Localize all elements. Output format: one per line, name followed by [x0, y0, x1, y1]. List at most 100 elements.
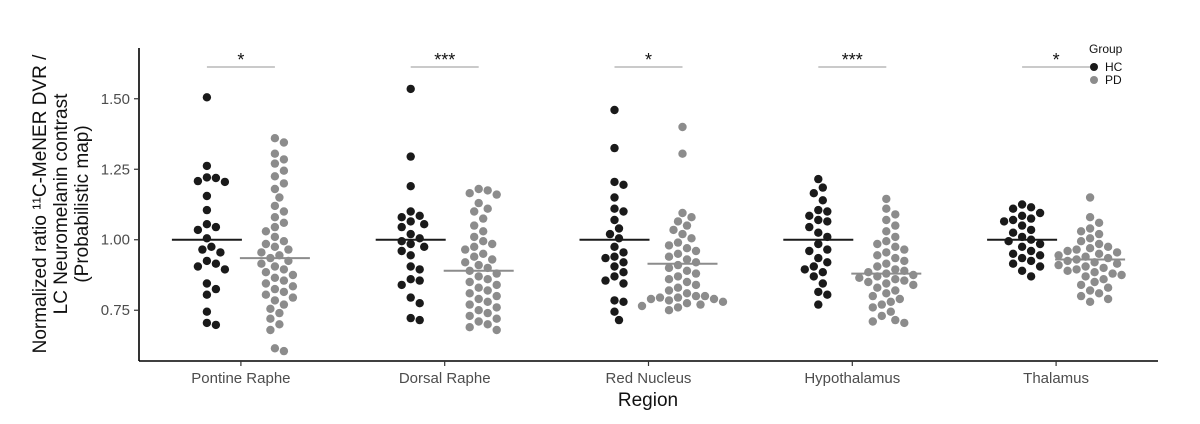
- data-point-hc: [1008, 215, 1018, 225]
- x-axis-title: Region: [618, 390, 678, 411]
- data-point-pd: [483, 320, 492, 329]
- data-point-hc: [202, 290, 212, 299]
- data-point-pd: [266, 325, 275, 335]
- data-point-hc: [809, 189, 818, 198]
- data-point-pd: [682, 255, 692, 264]
- data-point-pd: [288, 282, 298, 291]
- data-point-pd: [873, 283, 882, 292]
- y-tick-label: 1.00: [101, 232, 130, 249]
- data-point-hc: [415, 315, 424, 325]
- data-point-hc: [397, 213, 406, 222]
- data-point-pd: [266, 304, 275, 313]
- data-point-pd: [270, 262, 280, 271]
- data-point-hc: [619, 279, 628, 288]
- data-point-pd: [678, 122, 687, 132]
- data-point-pd: [895, 294, 904, 304]
- data-point-pd: [877, 300, 886, 309]
- data-point-hc: [420, 220, 429, 229]
- data-point-pd: [1103, 283, 1113, 292]
- legend-label-hc: HC: [1105, 60, 1123, 74]
- legend-key-pd: [1090, 76, 1098, 84]
- data-point-hc: [397, 280, 406, 290]
- data-point-pd: [682, 289, 692, 298]
- data-point-pd: [886, 307, 895, 316]
- data-point-pd: [492, 325, 501, 335]
- data-point-hc: [202, 205, 212, 215]
- data-point-pd: [279, 179, 289, 188]
- data-point-hc: [610, 204, 619, 213]
- data-point-hc: [1017, 242, 1027, 251]
- data-point-pd: [891, 265, 900, 274]
- data-point-pd: [669, 225, 678, 235]
- data-point-hc: [818, 268, 827, 277]
- data-point-pd: [270, 296, 280, 305]
- data-point-pd: [270, 273, 280, 282]
- data-point-pd: [279, 155, 289, 164]
- data-point-pd: [709, 294, 719, 304]
- data-point-pd: [483, 204, 492, 213]
- data-point-hc: [406, 229, 415, 239]
- data-point-hc: [814, 287, 823, 297]
- data-point-pd: [691, 269, 701, 278]
- data-point-pd: [687, 213, 696, 222]
- data-point-hc: [202, 161, 212, 171]
- data-point-pd: [664, 275, 674, 284]
- data-point-hc: [193, 262, 203, 271]
- data-point-hc: [610, 307, 619, 316]
- x-tick-label: Pontine Raphe: [191, 370, 290, 387]
- data-point-pd: [655, 293, 665, 302]
- data-point-pd: [270, 242, 280, 251]
- data-point-pd: [1085, 213, 1095, 222]
- data-point-hc: [397, 237, 406, 246]
- data-point-hc: [601, 276, 610, 285]
- data-point-pd: [1094, 218, 1104, 227]
- data-point-pd: [488, 239, 497, 249]
- data-point-pd: [882, 215, 891, 225]
- data-point-pd: [1094, 239, 1104, 249]
- data-point-pd: [474, 184, 483, 194]
- data-point-pd: [691, 246, 701, 256]
- y-axis-title: Normalized ratio ¹¹C-MeNER DVR / LC Neur…: [30, 54, 93, 353]
- data-point-hc: [406, 251, 415, 260]
- y-tick-label: 0.75: [101, 302, 130, 319]
- data-point-pd: [288, 270, 298, 280]
- data-point-pd: [678, 208, 687, 218]
- data-point-hc: [406, 313, 415, 323]
- data-point-pd: [891, 315, 900, 325]
- data-point-hc: [1017, 211, 1027, 220]
- data-point-hc: [823, 290, 832, 299]
- data-point-hc: [415, 211, 424, 220]
- data-point-pd: [483, 275, 492, 284]
- data-point-hc: [202, 307, 212, 316]
- data-point-pd: [1085, 193, 1095, 202]
- significance-label: ***: [434, 50, 455, 70]
- data-point-pd: [877, 311, 886, 321]
- data-point-hc: [800, 265, 809, 274]
- data-point-pd: [891, 253, 900, 263]
- data-point-pd: [900, 318, 909, 328]
- data-point-pd: [873, 251, 882, 260]
- data-point-hc: [805, 211, 814, 220]
- data-point-pd: [465, 311, 474, 321]
- data-point-pd: [1090, 277, 1099, 287]
- data-point-pd: [868, 291, 877, 301]
- data-point-pd: [882, 289, 891, 298]
- data-point-hc: [814, 228, 823, 237]
- data-point-pd: [1112, 259, 1122, 268]
- data-point-hc: [1026, 214, 1036, 223]
- data-point-hc: [614, 315, 624, 325]
- data-point-pd: [1099, 263, 1108, 273]
- data-point-pd: [882, 259, 891, 268]
- data-point-pd: [1076, 291, 1086, 301]
- data-point-pd: [696, 300, 705, 309]
- data-point-pd: [492, 190, 501, 199]
- data-point-pd: [682, 221, 692, 230]
- axes: 0.75 1.00 1.25 1.50 Pontine Raphe Dorsal Raph…: [101, 48, 1158, 387]
- data-point-hc: [406, 182, 415, 191]
- data-point-hc: [814, 239, 823, 249]
- data-point-pd: [1076, 237, 1086, 246]
- data-point-pd: [279, 276, 289, 285]
- data-point-hc: [420, 242, 429, 251]
- data-point-pd: [909, 280, 918, 290]
- data-point-hc: [211, 320, 221, 330]
